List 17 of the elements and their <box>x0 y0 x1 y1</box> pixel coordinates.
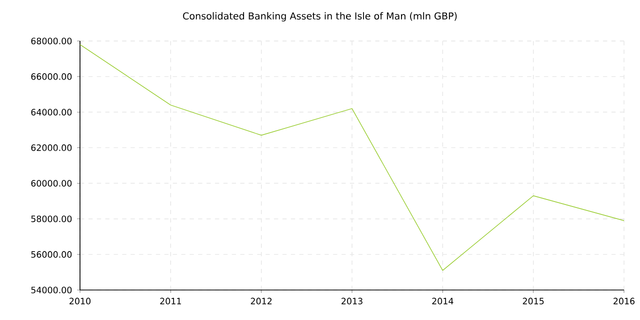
line-series <box>80 44 624 271</box>
x-tick-label: 2013 <box>342 298 362 304</box>
chart-title: Consolidated Banking Assets in the Isle of Man (mln GBP) <box>183 12 457 22</box>
x-tick-label: 2011 <box>160 298 181 304</box>
y-tick-label: 58000.00 <box>31 216 72 222</box>
y-tick-label: 56000.00 <box>31 251 72 258</box>
x-tick-label: 2015 <box>522 298 544 304</box>
x-tick-label: 2014 <box>432 298 454 304</box>
y-tick-label: 54000.00 <box>31 286 72 294</box>
x-tick-label: 2010 <box>70 298 90 304</box>
y-tick-label: 62000.00 <box>31 144 72 152</box>
x-tick-label: 2012 <box>250 298 272 304</box>
y-tick-label: 60000.00 <box>31 180 72 187</box>
x-tick-label: 2016 <box>614 298 635 304</box>
y-tick-label: 68000.00 <box>31 38 72 44</box>
y-tick-label: 66000.00 <box>31 73 72 80</box>
y-tick-label: 64000.00 <box>31 108 72 116</box>
